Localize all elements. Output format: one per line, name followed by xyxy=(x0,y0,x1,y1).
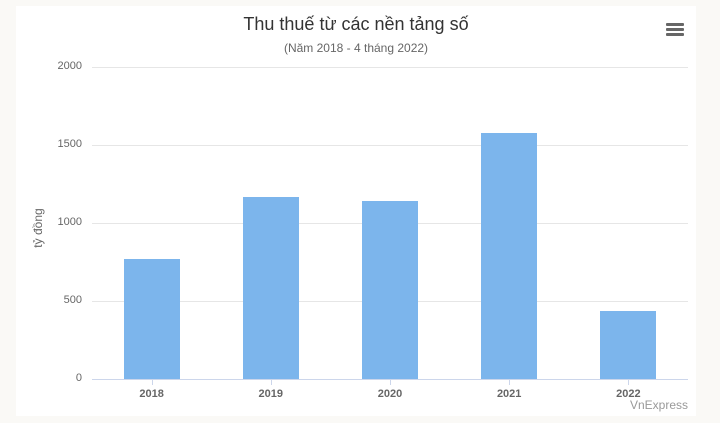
x-tick-mark xyxy=(151,379,153,385)
y-tick-label: 1000 xyxy=(57,216,82,228)
x-tick-mark xyxy=(628,379,630,385)
credit-link[interactable]: VnExpress xyxy=(629,398,688,412)
x-tick-mark xyxy=(270,379,272,385)
y-tick-label: 2000 xyxy=(57,60,82,72)
plot-area xyxy=(92,67,688,380)
x-tick-label: 2019 xyxy=(258,388,284,400)
bar-2019[interactable] xyxy=(242,197,299,379)
bar-2018[interactable] xyxy=(123,258,180,379)
chart-container: Thu thuế từ các nền tảng số (Năm 2018 - … xyxy=(16,6,696,416)
x-tick-label: 2020 xyxy=(377,388,403,400)
gridline xyxy=(92,67,688,68)
chart-title: Thu thuế từ các nền tảng số xyxy=(243,14,469,34)
y-tick-label: 1500 xyxy=(57,138,82,150)
bar-2022[interactable] xyxy=(600,310,657,379)
y-axis-label: tỷ đồng xyxy=(31,208,45,248)
x-tick-label: 2022 xyxy=(616,388,641,400)
x-tick-mark xyxy=(509,379,511,385)
chart-subtitle: (Năm 2018 - 4 tháng 2022) xyxy=(283,41,429,55)
x-tick-mark xyxy=(390,379,391,385)
hamburger-menu-icon[interactable] xyxy=(666,23,684,37)
x-tick-label: 2018 xyxy=(139,388,164,400)
gridline xyxy=(92,145,688,146)
x-tick-label: 2021 xyxy=(496,388,522,400)
y-tick-label: 500 xyxy=(63,294,82,306)
y-tick-label: 0 xyxy=(75,372,82,384)
bar-2021[interactable] xyxy=(481,132,538,379)
bar-2020[interactable] xyxy=(362,201,418,379)
